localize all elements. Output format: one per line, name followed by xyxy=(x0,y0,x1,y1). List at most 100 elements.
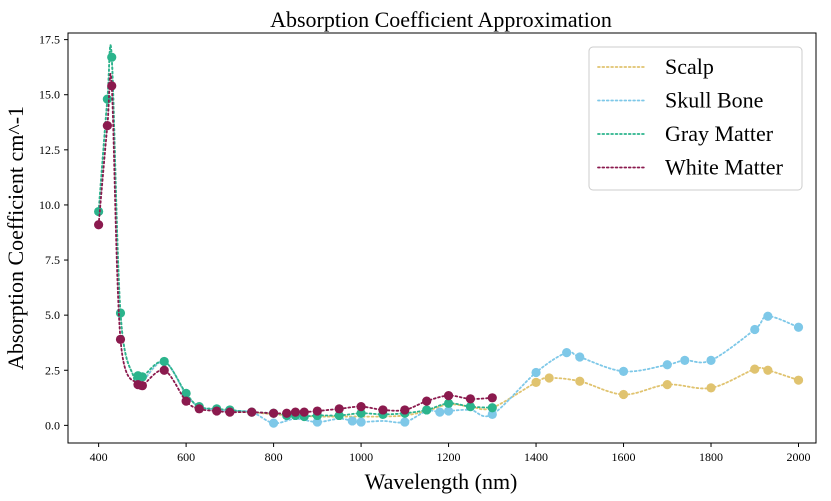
data-point xyxy=(356,408,366,418)
y-tick-label: 17.5 xyxy=(39,33,60,47)
data-point xyxy=(268,418,279,428)
data-point xyxy=(282,408,292,418)
data-point xyxy=(102,94,112,104)
legend-label: White Matter xyxy=(665,155,784,180)
data-point xyxy=(435,407,445,417)
data-point xyxy=(107,52,117,62)
data-point xyxy=(662,379,672,390)
data-point xyxy=(793,322,804,332)
data-point xyxy=(400,417,410,427)
data-point xyxy=(544,373,554,383)
data-point xyxy=(531,367,541,378)
plot-frame xyxy=(67,32,817,444)
legend-box xyxy=(588,46,803,191)
series-line xyxy=(97,44,800,418)
data-point xyxy=(763,311,773,321)
data-point xyxy=(212,406,222,416)
data-point xyxy=(159,356,169,367)
data-point xyxy=(312,417,322,427)
data-point xyxy=(115,334,126,344)
legend: Scalp Skull Bone Gray Matter White Matter xyxy=(588,46,803,191)
data-point xyxy=(94,220,104,230)
legend-label: Skull Bone xyxy=(665,88,763,113)
series-scalp xyxy=(97,44,804,418)
data-point xyxy=(443,406,454,416)
data-point xyxy=(181,388,191,398)
data-point xyxy=(247,407,257,417)
x-tick-label: 1000 xyxy=(349,450,373,464)
data-point xyxy=(115,308,126,318)
data-point xyxy=(107,81,117,91)
data-point xyxy=(618,366,629,376)
data-point xyxy=(312,406,322,416)
data-point xyxy=(562,348,572,358)
y-tick-label: 12.5 xyxy=(39,143,60,157)
x-tick-label: 400 xyxy=(90,450,108,464)
data-point xyxy=(94,206,104,217)
x-tick-label: 1200 xyxy=(437,450,461,464)
y-tick-label: 10.0 xyxy=(39,198,60,212)
series-line xyxy=(97,44,494,418)
x-tick-label: 800 xyxy=(265,450,283,464)
series-white-matter xyxy=(94,73,497,418)
data-point xyxy=(137,381,147,391)
data-point xyxy=(347,416,357,426)
data-point xyxy=(750,364,760,374)
x-tick-label: 2000 xyxy=(787,450,811,464)
legend-label: Scalp xyxy=(665,54,714,79)
data-point xyxy=(443,398,454,408)
y-tick-label: 5.0 xyxy=(45,308,60,322)
data-point xyxy=(334,410,344,421)
y-tick-label: 2.5 xyxy=(45,363,60,377)
data-point xyxy=(268,408,279,418)
data-point xyxy=(706,355,716,365)
data-point xyxy=(465,394,476,404)
chart-title: Absorption Coefficient Approximation xyxy=(270,7,612,32)
data-point xyxy=(378,405,388,415)
data-point xyxy=(487,409,497,419)
data-point xyxy=(181,396,191,406)
data-point xyxy=(487,403,497,413)
data-point xyxy=(763,365,773,375)
data-point xyxy=(443,391,454,401)
x-tick-label: 1800 xyxy=(699,450,723,464)
x-tick-label: 600 xyxy=(177,450,195,464)
y-tick-label: 0.0 xyxy=(45,418,60,432)
data-point xyxy=(290,407,301,417)
data-point xyxy=(334,404,344,414)
data-point xyxy=(422,405,432,415)
data-point xyxy=(422,396,432,406)
data-point xyxy=(680,355,690,365)
data-point xyxy=(400,405,410,415)
data-point xyxy=(356,402,366,412)
data-point xyxy=(299,407,309,417)
data-point xyxy=(793,375,804,385)
series-gray-matter xyxy=(94,44,497,422)
data-point xyxy=(575,376,585,386)
y-tick-label: 7.5 xyxy=(45,253,60,267)
data-point xyxy=(750,324,760,335)
data-point xyxy=(137,372,147,382)
data-point xyxy=(465,402,476,412)
data-point xyxy=(662,360,672,370)
plot-area xyxy=(67,32,817,444)
data-point xyxy=(487,393,497,403)
y-axis-label: Absorption Coefficient cm^-1 xyxy=(3,106,28,370)
data-point xyxy=(575,352,585,362)
data-point xyxy=(356,417,366,427)
data-point xyxy=(194,404,204,414)
data-point xyxy=(159,365,169,375)
x-tick-label: 1600 xyxy=(612,450,636,464)
data-point xyxy=(618,389,629,400)
x-tick-label: 1400 xyxy=(524,450,548,464)
legend-label: Gray Matter xyxy=(665,121,774,146)
series-layer xyxy=(94,44,804,428)
ticks-layer: 400 600 800 1000 1200 1400 1600 1800 2000 0.0 2.5 5… xyxy=(39,33,811,464)
data-point xyxy=(531,377,541,387)
data-point xyxy=(225,407,235,417)
x-axis-label: Wavelength (nm) xyxy=(365,469,518,494)
data-point xyxy=(706,383,716,393)
data-point xyxy=(102,120,112,131)
y-tick-label: 15.0 xyxy=(39,88,60,102)
